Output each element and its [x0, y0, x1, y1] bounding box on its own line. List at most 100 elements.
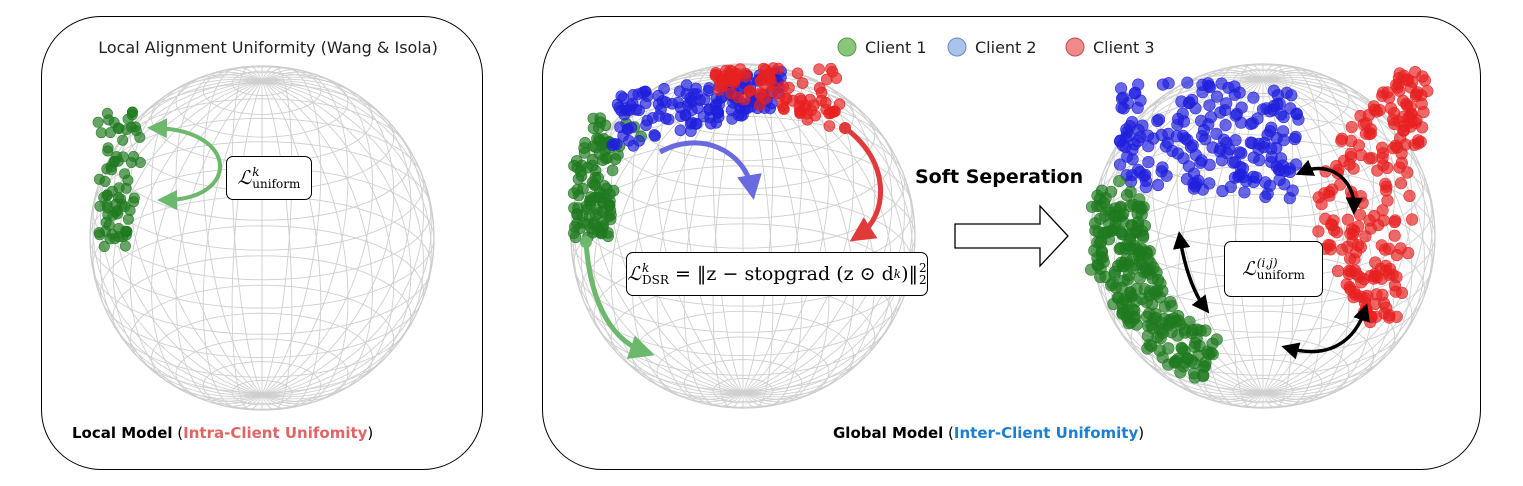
client2-point	[1246, 136, 1259, 150]
dsr-sub: DSR	[642, 273, 669, 287]
client3-point	[1348, 285, 1361, 299]
client1-point	[134, 157, 146, 169]
transition-arrow-icon	[954, 204, 1069, 268]
client1-point	[1124, 316, 1137, 329]
inter-client-arrow-1-3	[1281, 303, 1370, 360]
inter-client-arrow-2-3	[1295, 159, 1364, 215]
client1-point	[119, 240, 131, 252]
client1-point	[119, 201, 131, 213]
client3-point	[1411, 86, 1424, 99]
client2-point	[1139, 181, 1152, 194]
client2-point	[1171, 147, 1184, 160]
client1-point	[1156, 323, 1169, 336]
global-model-caption: Global Model (Inter-Client Unifomity)	[833, 424, 1145, 442]
client3-point	[1381, 86, 1394, 99]
client1-point	[589, 164, 602, 177]
client1-point	[1114, 225, 1127, 238]
client3-point	[1395, 286, 1409, 300]
client2-point	[1238, 186, 1251, 199]
client3-point	[1343, 158, 1356, 171]
client1-point	[119, 168, 131, 180]
sphere-meridian	[231, 66, 293, 410]
client2-point	[685, 125, 697, 137]
client1-point	[101, 199, 113, 211]
client1-point	[601, 152, 614, 164]
client3-point	[791, 67, 804, 80]
legend-label-client3: Client 3	[1093, 38, 1155, 57]
client2-point	[1270, 141, 1283, 154]
client3-point	[1335, 243, 1349, 256]
client2-point	[1251, 112, 1264, 125]
client2-point	[1247, 91, 1260, 104]
client3-point	[815, 94, 828, 107]
client3-point	[713, 84, 725, 96]
client3-point	[1372, 219, 1385, 232]
client2-point	[674, 110, 687, 122]
client3-point	[1391, 81, 1404, 94]
client1-point	[101, 189, 113, 201]
client1-point	[585, 222, 598, 235]
client1-point	[596, 216, 609, 228]
client2-point	[636, 86, 649, 99]
client3-point	[1361, 289, 1374, 303]
client3-anchor-dot	[839, 122, 851, 134]
client2-point	[1277, 134, 1290, 147]
client2-point	[1289, 158, 1302, 171]
client2-point	[633, 104, 645, 117]
client3-point	[1379, 177, 1392, 190]
client2-point	[1228, 171, 1241, 184]
client3-point	[1390, 270, 1403, 284]
client3-point	[1418, 74, 1431, 87]
dsr-sup: k	[642, 261, 650, 275]
client2-point	[1214, 106, 1227, 119]
client2-point	[1290, 107, 1303, 120]
client2-point	[682, 99, 694, 111]
legend-label-client1: Client 1	[865, 38, 927, 57]
client3-point	[1330, 226, 1343, 239]
client2-point	[1186, 139, 1199, 152]
caption-bold: Global Model	[833, 424, 944, 442]
client1-point	[1120, 189, 1134, 202]
client1-point	[1193, 339, 1206, 353]
client1-point	[594, 112, 607, 124]
client2-point	[1203, 81, 1216, 94]
client1-point	[111, 151, 123, 163]
client1-point	[93, 173, 105, 185]
client1-point	[1088, 217, 1102, 230]
client1-point	[1105, 279, 1118, 292]
client3-point	[1312, 225, 1325, 238]
client3-point	[1397, 69, 1410, 82]
client3-point	[1359, 230, 1372, 243]
client2-point	[691, 102, 704, 114]
client1-point	[1125, 219, 1138, 232]
client3-point	[1403, 189, 1416, 202]
client2-point	[1132, 123, 1145, 136]
client1-point	[101, 107, 113, 119]
client1-point	[98, 241, 110, 253]
dsr-norm-sup: 2	[919, 261, 927, 275]
client2-point	[1220, 97, 1233, 110]
client1-point	[1143, 267, 1156, 280]
client1-point	[1186, 323, 1199, 337]
client2-point	[1249, 171, 1263, 184]
caption-accent: Inter-Client Unifomity	[953, 424, 1139, 442]
client2-point	[1234, 116, 1248, 129]
client3-point	[1377, 159, 1390, 172]
client1-point	[568, 159, 580, 172]
client3-point	[1405, 213, 1419, 226]
client2-point	[1203, 177, 1216, 190]
client1-push-arrow	[583, 241, 655, 359]
client3-point	[1345, 120, 1358, 134]
global-before-points	[567, 62, 846, 244]
sphere-local	[89, 65, 435, 411]
client3-point	[719, 65, 732, 77]
client1-point	[1107, 209, 1121, 222]
local-model-caption: Local Model (Intra-Client Unifomity)	[72, 424, 374, 442]
client2-point	[1131, 135, 1144, 148]
client1-point	[569, 231, 582, 244]
client3-point	[1399, 138, 1412, 151]
client1-point	[107, 209, 119, 221]
client1-point	[1124, 230, 1137, 243]
inter-client-uniform-formula: ℒ (i,j) uniform	[1224, 241, 1323, 297]
